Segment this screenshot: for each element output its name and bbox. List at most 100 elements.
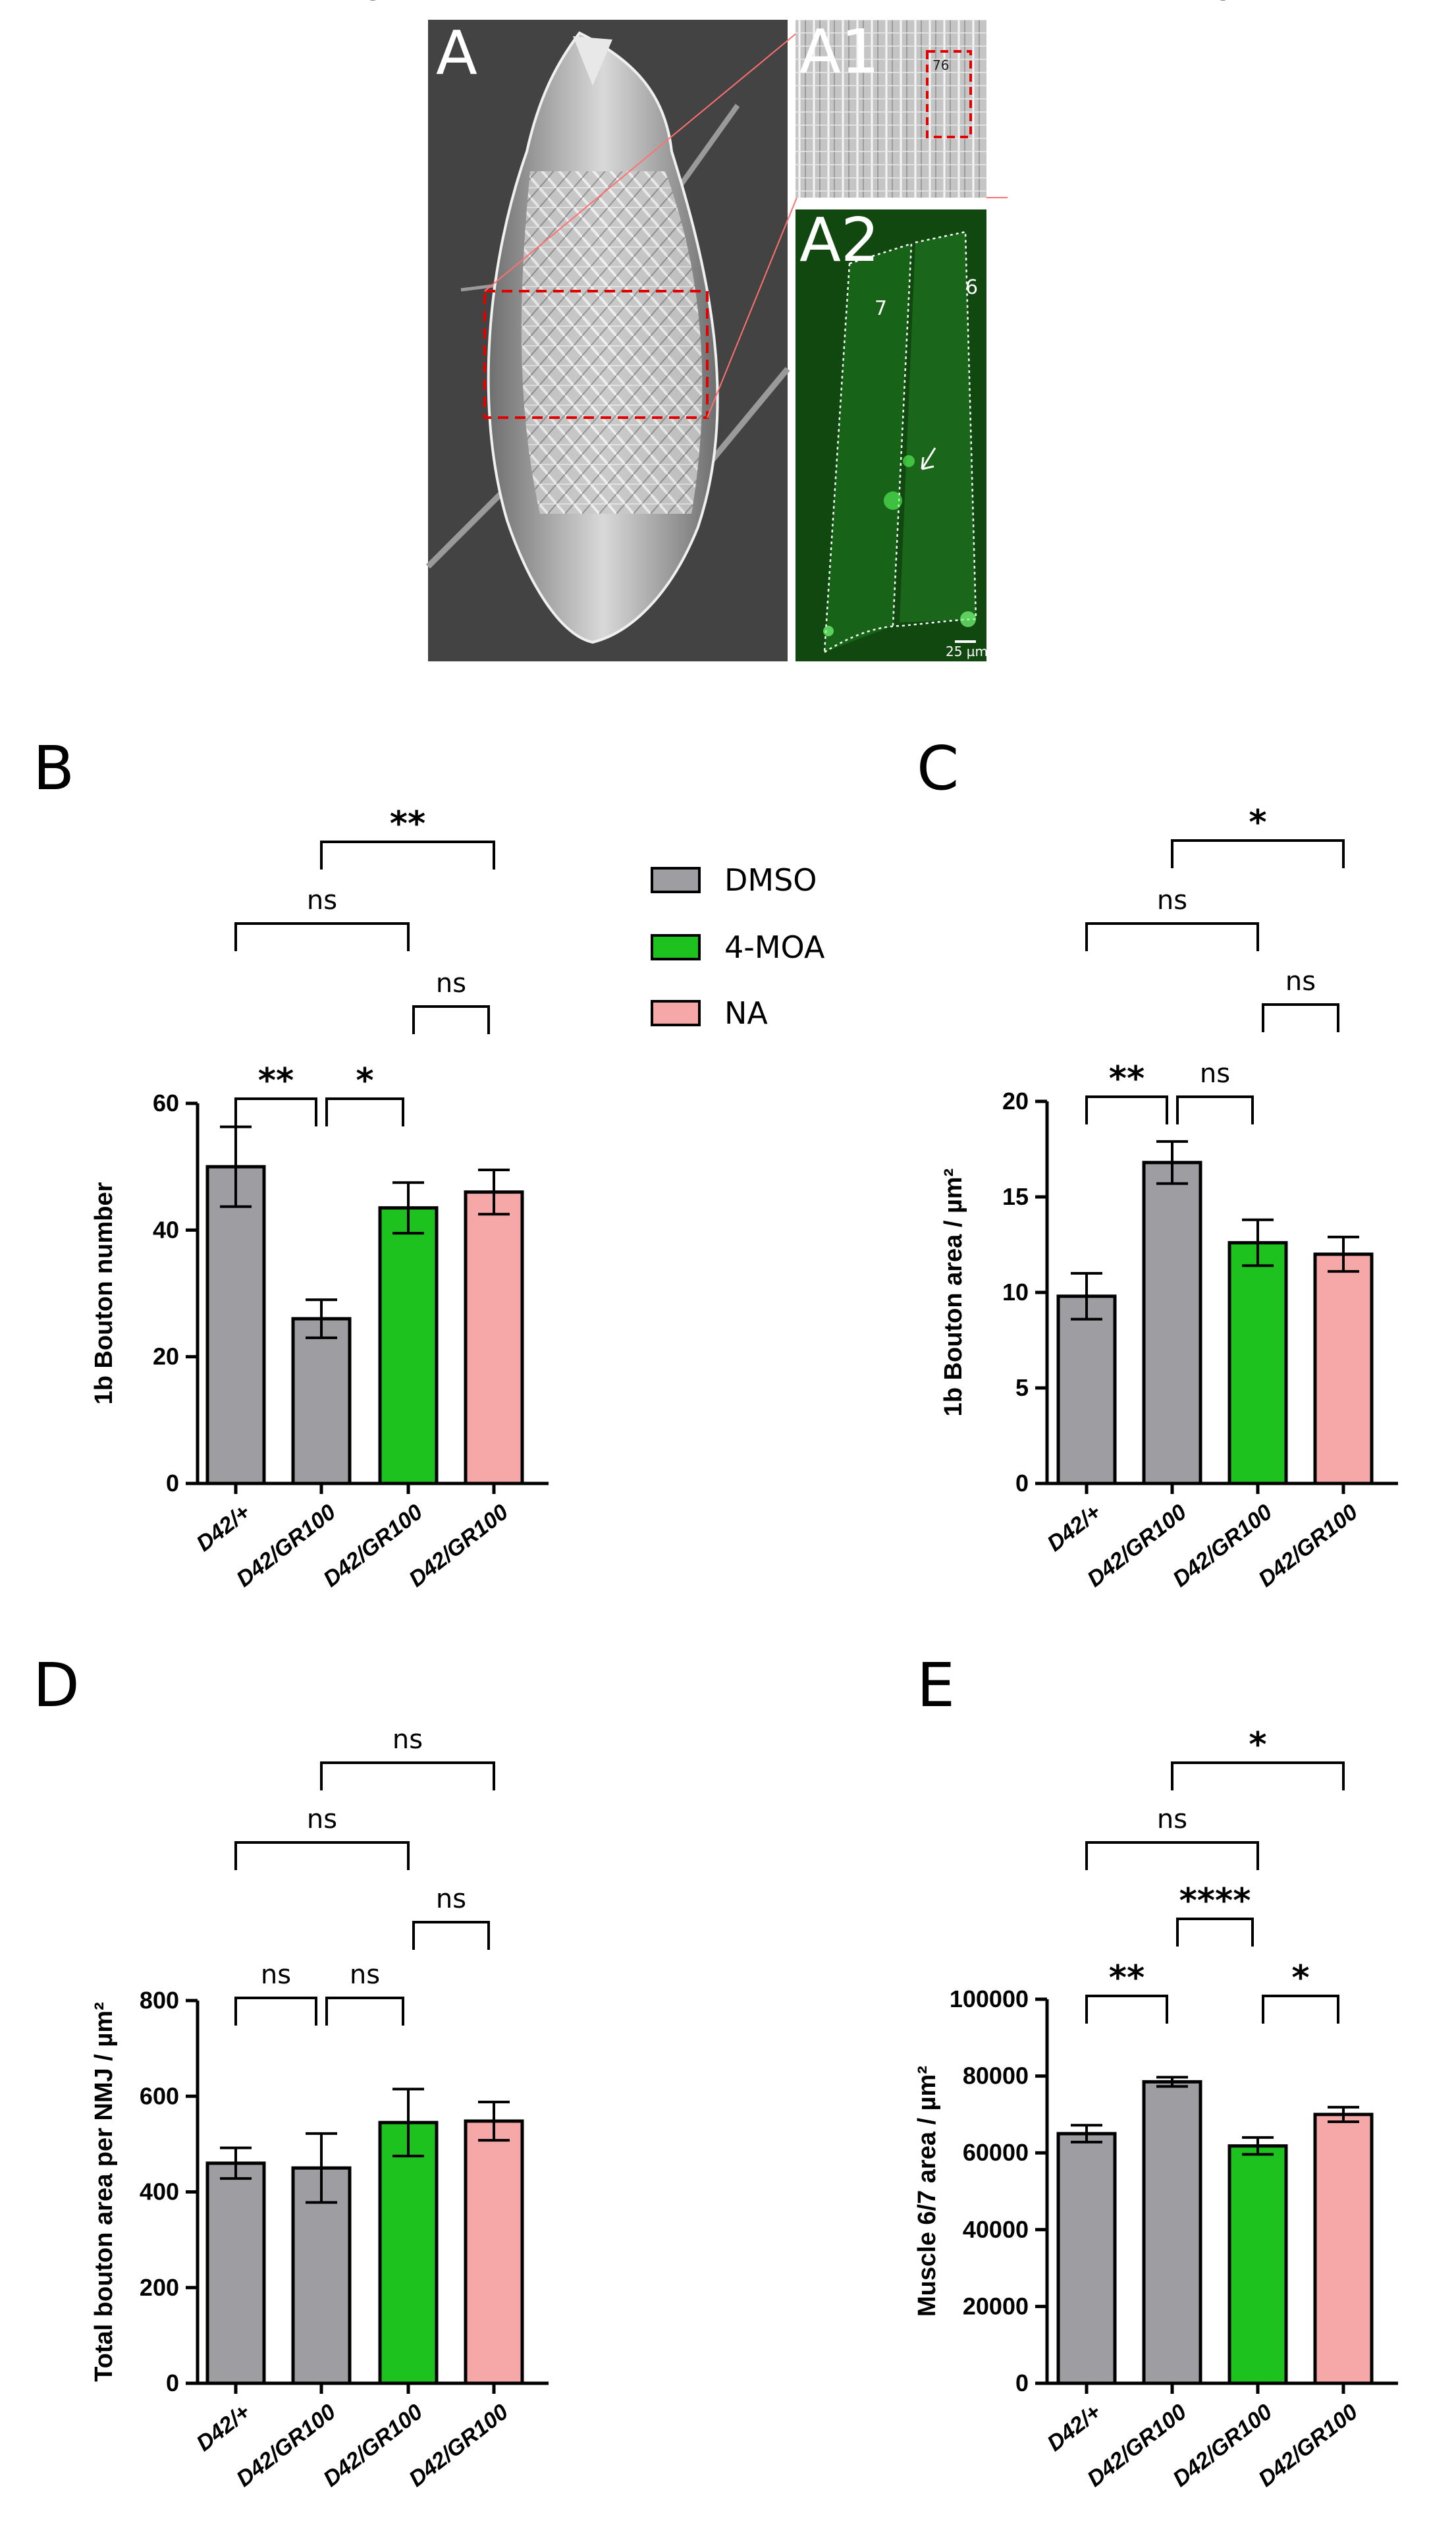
panel-letter-b: B xyxy=(33,733,74,804)
bar xyxy=(205,2161,266,2385)
significance-label: ns xyxy=(307,1804,337,1835)
significance-bracket xyxy=(320,1761,495,1790)
y-tick-label: 60 xyxy=(153,1090,179,1117)
y-tick-label: 200 xyxy=(140,2274,179,2301)
y-tick-label: 400 xyxy=(140,2178,179,2205)
significance-label: ns xyxy=(392,1725,423,1755)
y-tick-label: 20000 xyxy=(963,2292,1029,2319)
bar xyxy=(1313,2113,1374,2385)
significance-bracket xyxy=(325,1997,404,2026)
significance-label: * xyxy=(356,1061,373,1101)
y-tick-label: 80000 xyxy=(963,2062,1029,2089)
panel-letter-e: E xyxy=(917,1650,955,1721)
significance-label: ns xyxy=(1200,0,1230,7)
legend-swatch-na xyxy=(651,1000,701,1026)
significance-bracket xyxy=(1176,1918,1254,1947)
bar xyxy=(1142,2080,1202,2385)
bar xyxy=(1313,1252,1374,1485)
y-axis-title: Muscle 6/7 area / µm² xyxy=(913,2066,941,2317)
panel-letter-a: A xyxy=(436,18,477,88)
bar xyxy=(378,1206,439,1485)
y-axis-title: 1b Bouton area / µm² xyxy=(940,1169,967,1417)
significance-label: ** xyxy=(258,1061,294,1101)
significance-label: ns xyxy=(350,0,380,7)
scale-bar-label: 25 µm xyxy=(946,644,988,659)
y-tick-label: 20 xyxy=(1002,1088,1029,1115)
significance-bracket xyxy=(234,1841,410,1870)
scale-bar xyxy=(955,640,976,643)
y-tick-label: 0 xyxy=(166,2369,179,2396)
panel-a2-confocal-image: 7 6 25 µm xyxy=(795,209,988,661)
significance-label: ns xyxy=(1200,1059,1230,1089)
significance-label: ** xyxy=(1109,1059,1145,1099)
bar xyxy=(1056,2132,1117,2385)
significance-bracket xyxy=(234,1997,317,2026)
significance-label: * xyxy=(1249,803,1266,843)
legend-swatch-4moa xyxy=(651,934,701,960)
y-tick-label: 5 xyxy=(1015,1374,1029,1401)
panel-a1-zoom-photo: 76 xyxy=(795,20,1008,198)
legend: DMSO 4-MOA NA xyxy=(651,862,825,1031)
bar xyxy=(1142,1161,1202,1485)
significance-bracket xyxy=(1085,922,1259,951)
significance-label: ns xyxy=(1157,1804,1187,1835)
significance-bracket xyxy=(412,1005,490,1034)
y-tick-label: 40 xyxy=(153,1216,179,1243)
bar xyxy=(291,1317,352,1485)
significance-bracket xyxy=(1171,839,1345,868)
bar xyxy=(378,2120,439,2385)
significance-label: ** xyxy=(1109,1958,1145,1998)
bar xyxy=(1056,1294,1117,1485)
panel-letter-d: D xyxy=(33,1650,80,1721)
x-category-label: D42/+ xyxy=(192,1499,255,1556)
legend-label-4moa: 4-MOA xyxy=(724,929,825,965)
y-tick-label: 100000 xyxy=(950,1985,1029,2012)
x-category-label: D42/+ xyxy=(1042,1499,1106,1556)
significance-label: ns xyxy=(1200,0,1230,7)
muscle-7-label: 7 xyxy=(875,297,887,320)
panel-a-dissection-photo xyxy=(425,20,797,661)
y-axis-title: 1b Bouton number xyxy=(90,1182,118,1404)
significance-bracket xyxy=(320,841,495,870)
y-tick-label: 20 xyxy=(153,1343,179,1370)
significance-label: ns xyxy=(350,1960,380,1990)
significance-label: **** xyxy=(1179,1881,1251,1921)
significance-label: ns xyxy=(436,1884,466,1914)
bar xyxy=(464,1190,524,1485)
y-tick-label: 0 xyxy=(1015,2369,1029,2396)
legend-label-dmso: DMSO xyxy=(724,862,817,898)
significance-label: ** xyxy=(390,804,425,844)
y-tick-label: 600 xyxy=(140,2082,179,2109)
significance-bracket xyxy=(1262,1995,1339,2024)
y-tick-label: 0 xyxy=(1015,1470,1029,1497)
y-tick-label: 15 xyxy=(1002,1183,1029,1210)
significance-label: ns xyxy=(436,968,466,999)
significance-bracket xyxy=(1176,1095,1254,1124)
significance-bracket xyxy=(1262,1003,1339,1032)
significance-bracket xyxy=(234,922,410,951)
y-tick-label: 800 xyxy=(140,1987,179,2014)
significance-label: ns xyxy=(1285,966,1316,997)
panel-letter-a2: A2 xyxy=(799,205,879,275)
significance-label: ns xyxy=(307,885,337,916)
bar xyxy=(205,1165,266,1485)
significance-label: ns xyxy=(350,0,380,7)
x-category-label: D42/+ xyxy=(192,2399,255,2456)
significance-label: ns xyxy=(261,1960,291,1990)
significance-bracket xyxy=(1171,1761,1345,1790)
y-tick-label: 60000 xyxy=(963,2139,1029,2166)
y-tick-label: 10 xyxy=(1002,1279,1029,1306)
x-category-label: D42/+ xyxy=(1042,2399,1106,2456)
significance-label: * xyxy=(1291,1958,1309,1998)
panel-letter-c: C xyxy=(917,733,959,804)
bar xyxy=(1227,2144,1288,2385)
significance-bracket xyxy=(234,1097,317,1126)
y-axis-title: Total bouton area per NMJ / µm² xyxy=(90,2002,118,2381)
significance-bracket xyxy=(325,1097,404,1126)
significance-bracket xyxy=(1085,1095,1168,1124)
bar xyxy=(1227,1241,1288,1485)
y-tick-label: 0 xyxy=(166,1470,179,1497)
inset-muscle-label: 76 xyxy=(932,57,949,73)
